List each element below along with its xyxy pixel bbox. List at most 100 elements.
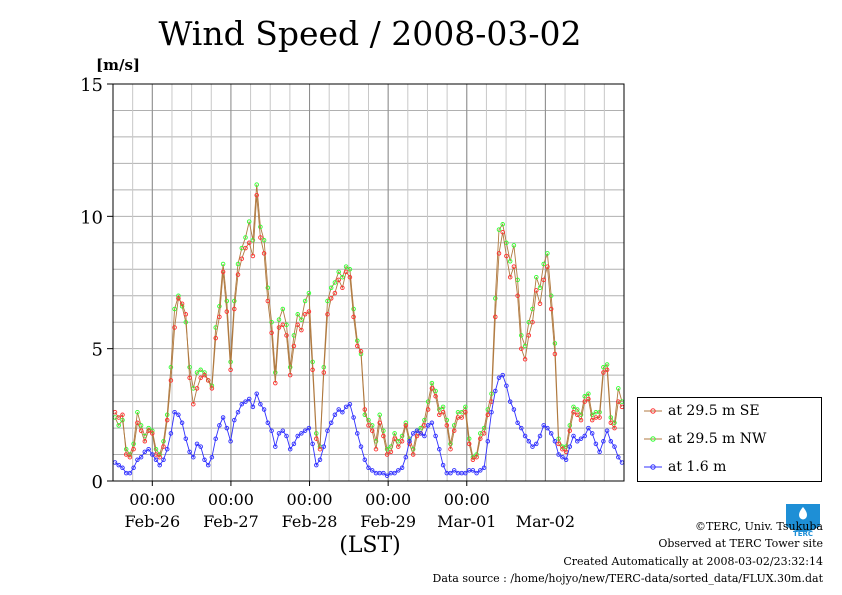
data-point bbox=[161, 457, 166, 463]
data-point bbox=[403, 454, 409, 460]
data-point bbox=[351, 415, 356, 420]
data-point bbox=[235, 409, 241, 415]
data-point bbox=[138, 423, 144, 428]
data-point bbox=[198, 375, 203, 381]
data-point bbox=[537, 285, 543, 291]
data-point bbox=[582, 399, 587, 404]
data-point bbox=[291, 343, 297, 349]
data-point bbox=[534, 441, 539, 447]
data-point bbox=[273, 370, 278, 375]
data-point bbox=[541, 277, 546, 283]
data-point bbox=[187, 375, 192, 381]
data-point bbox=[258, 235, 263, 240]
data-point bbox=[440, 409, 446, 415]
data-point bbox=[254, 182, 259, 187]
data-point bbox=[116, 462, 121, 468]
data-point bbox=[284, 333, 289, 338]
data-point bbox=[530, 319, 535, 325]
data-point bbox=[150, 431, 155, 436]
x-date-label: Feb-26 bbox=[124, 512, 180, 531]
data-point bbox=[384, 446, 390, 452]
data-point bbox=[161, 444, 166, 449]
data-point bbox=[601, 364, 606, 370]
data-point bbox=[168, 378, 174, 383]
data-point bbox=[522, 433, 528, 439]
data-point bbox=[410, 452, 416, 457]
data-point bbox=[250, 404, 256, 410]
data-point bbox=[336, 277, 341, 283]
data-point bbox=[153, 446, 159, 452]
data-point bbox=[176, 412, 181, 418]
data-point bbox=[306, 290, 312, 296]
data-point bbox=[530, 444, 535, 449]
data-point bbox=[317, 457, 323, 463]
data-point bbox=[601, 370, 606, 375]
data-point bbox=[355, 343, 360, 349]
data-point bbox=[336, 269, 341, 275]
data-point bbox=[571, 433, 576, 439]
data-point bbox=[302, 312, 308, 317]
y-tick-label: 10 bbox=[80, 207, 103, 228]
data-point bbox=[131, 465, 136, 471]
data-point bbox=[187, 449, 192, 455]
data-point bbox=[220, 415, 226, 420]
x-date-label: Feb-29 bbox=[360, 512, 416, 531]
data-point bbox=[448, 446, 453, 452]
data-point bbox=[612, 444, 617, 449]
data-point bbox=[545, 251, 550, 256]
logo-text: TERC bbox=[793, 530, 813, 538]
data-point bbox=[489, 409, 494, 415]
data-point bbox=[157, 454, 162, 460]
legend: at 29.5 m SE at 29.5 m NW at 1.6 m bbox=[637, 397, 822, 482]
data-point bbox=[295, 322, 300, 328]
data-point bbox=[131, 441, 136, 447]
data-point bbox=[597, 415, 602, 420]
data-point bbox=[366, 417, 371, 423]
data-point bbox=[440, 404, 446, 410]
data-point bbox=[552, 341, 558, 346]
data-point bbox=[310, 367, 315, 373]
data-point bbox=[556, 441, 561, 447]
data-point bbox=[235, 261, 241, 267]
data-point bbox=[325, 298, 330, 304]
data-point bbox=[589, 412, 595, 418]
data-point bbox=[355, 431, 360, 436]
data-point bbox=[511, 243, 517, 248]
data-point bbox=[146, 446, 151, 452]
x-date-label: Mar-01 bbox=[437, 512, 496, 531]
data-point bbox=[310, 441, 315, 447]
data-point bbox=[604, 362, 610, 367]
data-point bbox=[567, 423, 573, 428]
data-point bbox=[608, 439, 614, 444]
data-point bbox=[366, 465, 371, 471]
data-point bbox=[351, 314, 356, 320]
data-point bbox=[463, 409, 468, 415]
credit-source: Data source : /home/hojyo/new/TERC-data/… bbox=[432, 572, 824, 585]
data-point bbox=[191, 401, 196, 407]
data-point bbox=[481, 425, 487, 431]
data-point bbox=[548, 431, 554, 436]
data-point bbox=[217, 314, 222, 320]
data-point bbox=[541, 423, 546, 428]
legend-item-se: at 29.5 m SE bbox=[644, 401, 760, 421]
data-point bbox=[418, 431, 423, 436]
data-point bbox=[332, 280, 338, 285]
data-point bbox=[425, 407, 431, 412]
data-point bbox=[131, 446, 136, 452]
data-point bbox=[287, 446, 293, 452]
data-point bbox=[414, 428, 420, 433]
data-point bbox=[336, 407, 341, 412]
data-point bbox=[325, 312, 330, 317]
data-point bbox=[269, 319, 274, 325]
data-point bbox=[388, 449, 394, 455]
data-point bbox=[250, 237, 256, 243]
data-point bbox=[418, 425, 423, 431]
data-point bbox=[340, 285, 345, 291]
data-point bbox=[321, 370, 327, 375]
x-date-label: Mar-02 bbox=[516, 512, 575, 531]
data-point bbox=[351, 306, 356, 312]
data-point bbox=[481, 431, 487, 436]
data-point bbox=[511, 407, 517, 412]
data-point bbox=[120, 412, 125, 418]
data-point bbox=[526, 439, 532, 444]
